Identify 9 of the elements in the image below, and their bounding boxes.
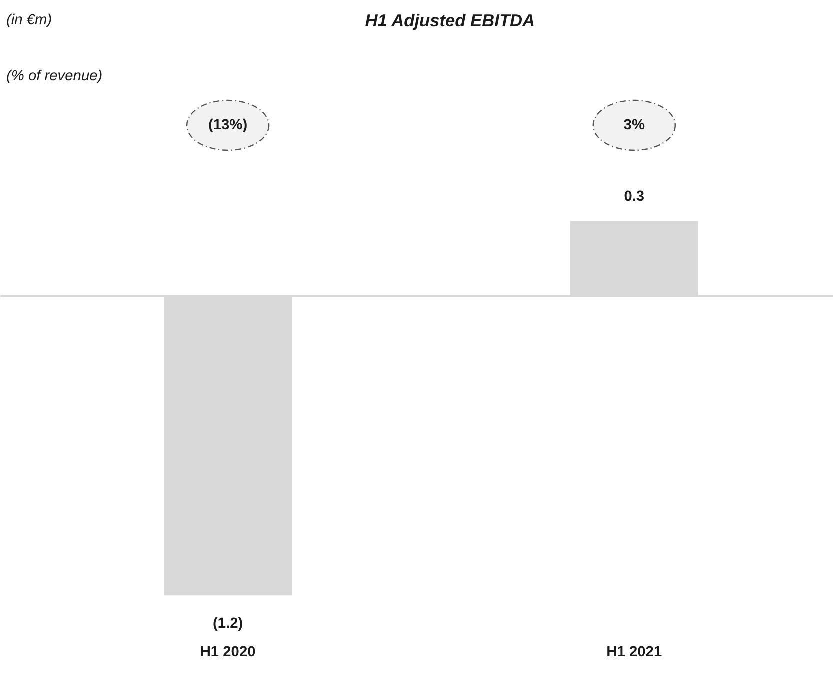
chart-title: H1 Adjusted EBITDA	[365, 10, 536, 30]
text: (13%)	[208, 118, 248, 134]
x-tick-label: H1 2020	[200, 644, 256, 660]
text: (% of revenue)	[6, 68, 103, 84]
text: 3%	[624, 118, 645, 134]
x-tick-label: H1 2021	[606, 644, 662, 660]
data-label: (1.2)	[212, 616, 244, 632]
text: (in €m)	[6, 12, 52, 28]
data-label: 0.3	[624, 188, 645, 205]
